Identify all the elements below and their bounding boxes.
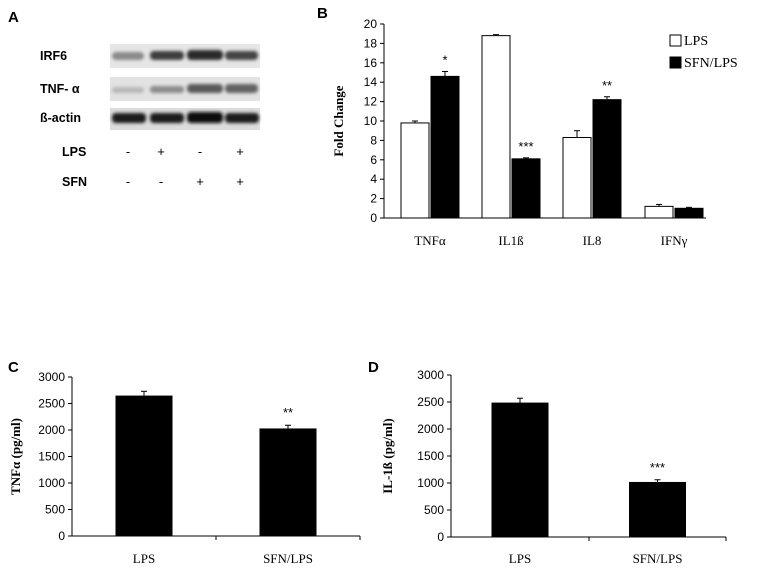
- y-axis-title: TNFα (pg/ml): [8, 418, 23, 495]
- y-tick-label: 2: [370, 192, 377, 206]
- y-tick-label: 0: [437, 530, 444, 544]
- blot-label-bactin: ß-actin: [40, 111, 81, 125]
- y-tick-label: 20: [364, 17, 378, 31]
- sfn-sign-lane3: +: [196, 174, 204, 189]
- sfn-sign-lane4: +: [236, 174, 244, 189]
- x-category-label: LPS: [509, 551, 531, 566]
- y-tick-label: 4: [370, 172, 377, 186]
- y-tick-label: 0: [58, 529, 65, 543]
- y-tick-label: 8: [370, 133, 377, 147]
- blot-label-tnfa: TNF- α: [40, 82, 80, 96]
- x-category-label: TNFα: [414, 233, 446, 248]
- y-tick-label: 3000: [38, 370, 65, 384]
- y-tick-label: 3000: [417, 368, 444, 382]
- bar-lps: [491, 402, 549, 538]
- lps-sign-lane3: -: [198, 144, 202, 159]
- y-tick-label: 2500: [417, 395, 444, 409]
- y-tick-label: 14: [364, 75, 378, 89]
- y-tick-label: 16: [364, 56, 378, 70]
- panel-label-a: A: [8, 9, 19, 26]
- x-category-label: IL1ß: [498, 233, 524, 248]
- legend-swatch: [669, 56, 682, 69]
- panel-label-c: C: [8, 359, 19, 376]
- legend-label: SFN/LPS: [684, 56, 738, 71]
- y-tick-label: 0: [370, 211, 377, 225]
- bar-sfn-lps: [259, 428, 317, 537]
- bar-sfn-lps-0: [430, 75, 460, 219]
- y-tick-label: 1000: [38, 476, 65, 490]
- bar-sfn-lps: [629, 481, 686, 538]
- x-category-label: SFN/LPS: [263, 551, 313, 566]
- chart-c-tnfa-elisa: 0 500 1000 1500 2000 2500 3000 TNFα (pg/ml) LPS *…: [8, 370, 361, 566]
- panel-label-b: B: [317, 5, 328, 22]
- y-tick-label: 500: [45, 503, 65, 517]
- panel-label-d: D: [368, 359, 379, 376]
- significance-marker: ***: [650, 460, 665, 475]
- lps-sign-lane2: +: [157, 144, 165, 159]
- y-tick-label: 2000: [38, 423, 65, 437]
- panel-a: A IRF6 TNF- α ß-actin: [8, 9, 260, 189]
- y-tick-label: 10: [364, 114, 378, 128]
- blot-label-irf6: IRF6: [40, 49, 67, 63]
- y-tick-label: 1500: [38, 450, 65, 464]
- x-category-label: IFNγ: [661, 233, 688, 248]
- condition-label-lps: LPS: [62, 145, 86, 159]
- bar-sfn-lps-3: [674, 207, 704, 219]
- bar-lps-3: [644, 205, 674, 219]
- y-tick-label: 1500: [417, 449, 444, 463]
- blot-strip-irf6: [110, 44, 260, 68]
- sfn-sign-lane1: -: [126, 174, 130, 189]
- x-category-label: IL8: [583, 233, 602, 248]
- legend-swatch: [669, 34, 682, 47]
- significance-marker: **: [283, 405, 293, 420]
- bar-lps-1: [481, 35, 511, 219]
- x-category-label: SFN/LPS: [633, 551, 683, 566]
- chart-b-fold-change: 0 2 4 6 8 10 12 14 16 18 20 Fold Change * TNFα *** IL1ß…: [331, 17, 738, 248]
- sfn-sign-lane2: -: [159, 174, 163, 189]
- bar-lps: [115, 395, 173, 537]
- significance-marker: *: [442, 53, 447, 68]
- bar-lps-2: [562, 136, 592, 219]
- blot-strip-bactin: [110, 108, 260, 130]
- y-tick-label: 2500: [38, 397, 65, 411]
- chart-d-il1b-elisa: 0 500 1000 1500 2000 2500 3000 IL-1ß (pg/ml) LPS…: [380, 368, 727, 566]
- legend-label: LPS: [684, 34, 708, 49]
- condition-label-sfn: SFN: [62, 175, 87, 189]
- x-category-label: LPS: [133, 551, 155, 566]
- y-axis-title: IL-1ß (pg/ml): [380, 418, 395, 493]
- y-tick-label: 18: [364, 36, 378, 50]
- lps-sign-lane4: +: [236, 144, 244, 159]
- bar-sfn-lps-2: [592, 99, 622, 219]
- legend: LPS SFN/LPS: [669, 34, 738, 71]
- blot-strip-tnfa: [110, 77, 260, 101]
- significance-marker: ***: [518, 139, 533, 154]
- y-tick-label: 1000: [417, 476, 444, 490]
- lps-sign-lane1: -: [126, 144, 130, 159]
- y-tick-label: 6: [370, 153, 377, 167]
- y-axis-title: Fold Change: [331, 85, 346, 156]
- y-tick-label: 2000: [417, 422, 444, 436]
- y-tick-label: 12: [364, 95, 378, 109]
- bar-sfn-lps-1: [511, 158, 541, 219]
- significance-marker: **: [602, 78, 612, 93]
- y-tick-label: 500: [424, 503, 444, 517]
- bar-lps-0: [400, 122, 430, 219]
